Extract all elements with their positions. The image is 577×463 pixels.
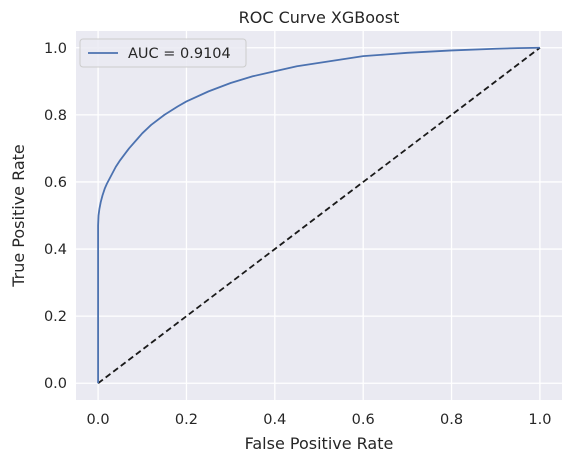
- x-tick-label: 0.0: [87, 412, 110, 428]
- tick-labels: 0.0 0.2 0.4 0.6 0.8 1.0 0.0 0.2 0.4 0.6 0.8 1.0: [44, 41, 552, 428]
- series-layer: [97, 46, 541, 384]
- x-axis-label: False Positive Rate: [245, 434, 394, 453]
- x-tick-label: 0.8: [440, 412, 463, 428]
- y-axis-label: True Positive Rate: [9, 144, 28, 288]
- y-tick-label: 0.4: [44, 242, 67, 258]
- y-tick-label: 0.6: [44, 175, 67, 191]
- chance-diagonal-line: [97, 47, 541, 384]
- chart-title: ROC Curve XGBoost: [239, 8, 400, 27]
- y-tick-label: 1.0: [44, 41, 67, 57]
- y-tick-label: 0.0: [44, 376, 67, 392]
- legend-box: [79, 38, 247, 68]
- roc-curve-line: [97, 46, 540, 384]
- y-tick-label: 0.2: [44, 309, 67, 325]
- legend: AUC = 0.9104: [79, 38, 247, 68]
- grid-lines: [76, 31, 562, 400]
- x-tick-label: 0.6: [352, 412, 375, 428]
- legend-label-roc: AUC = 0.9104: [128, 46, 231, 62]
- y-tick-label: 0.8: [44, 108, 67, 124]
- x-tick-label: 1.0: [528, 412, 551, 428]
- x-tick-label: 0.2: [175, 412, 198, 428]
- x-tick-label: 0.4: [263, 412, 286, 428]
